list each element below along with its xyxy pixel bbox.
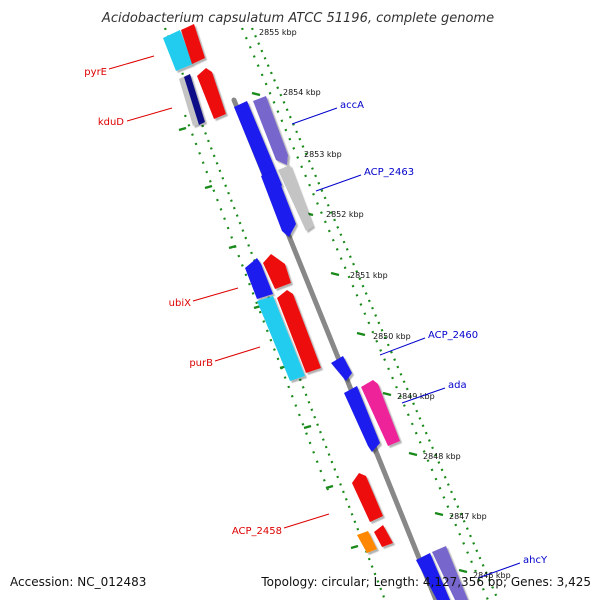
gene-arrow-gray xyxy=(278,165,313,231)
gene-label-ubiX: ubiX xyxy=(169,298,191,309)
tick-mark xyxy=(356,331,366,337)
gene-label-kduD: kduD xyxy=(98,117,124,128)
gene-arrow-red xyxy=(277,290,321,373)
tick-label: 2852 kbp xyxy=(326,210,364,219)
gene-arrow-blue xyxy=(344,386,380,452)
tick-mark xyxy=(408,451,418,457)
gene-label-purB: purB xyxy=(189,358,213,369)
tick-label: 2849 kbp xyxy=(397,392,435,401)
tick-mark xyxy=(330,271,340,277)
gene-arrow-red xyxy=(374,525,393,547)
gene-arrow-blue xyxy=(416,553,450,600)
gene-arrow-red xyxy=(181,24,205,64)
tick-label: 2851 kbp xyxy=(350,271,388,280)
tick-label: 2854 kbp xyxy=(283,88,321,97)
gene-arrow-blue xyxy=(245,258,273,299)
gene-arrow-magenta xyxy=(361,380,400,446)
label-leader-line xyxy=(291,107,338,125)
gene-label-accA: accA xyxy=(340,100,364,111)
tick-mark xyxy=(434,511,444,517)
tick-label: 2853 kbp xyxy=(304,150,342,159)
tick-mark xyxy=(303,424,312,430)
reverse-gene-labels: pyrE kduD ubiX purB ACP_2458 xyxy=(84,55,330,537)
accession-text: Accession: NC_012483 xyxy=(10,575,146,589)
gene-label-ada: ada xyxy=(448,380,467,391)
label-leader-line xyxy=(192,287,239,302)
tick-label: 2855 kbp xyxy=(259,28,297,37)
inner-left-track xyxy=(183,114,330,491)
gene-arrow-purple xyxy=(253,96,288,165)
genome-summary-text: Topology: circular; Length: 4,127,356 bp… xyxy=(260,575,591,589)
tick-mark xyxy=(350,544,359,550)
reverse-strand-genes xyxy=(163,24,393,553)
gene-arrow-blue xyxy=(331,356,352,381)
tick-label: 2848 kbp xyxy=(423,452,461,461)
tick-mark xyxy=(178,126,187,132)
gene-arrow-blue xyxy=(234,101,282,193)
label-leader-line xyxy=(108,55,155,70)
gene-label-ACP_2463: ACP_2463 xyxy=(364,167,414,178)
label-leader-line xyxy=(214,346,261,362)
tick-marks xyxy=(178,91,468,574)
label-leader-line xyxy=(477,562,521,579)
gene-arrow-red xyxy=(263,254,291,289)
gene-label-ACP_2460: ACP_2460 xyxy=(428,330,478,341)
label-leader-line xyxy=(401,387,446,404)
gene-arrow-navy xyxy=(184,74,205,125)
dotted-tracks xyxy=(163,27,500,600)
gene-arrow-cyan xyxy=(257,296,305,381)
tick-label: 2850 kbp xyxy=(373,332,411,341)
label-leader-line xyxy=(126,107,173,122)
gene-arrow-red xyxy=(197,68,226,119)
gene-arrow-cyan xyxy=(163,30,193,71)
forward-strand-genes xyxy=(234,96,468,600)
tick-mark xyxy=(458,568,468,574)
tick-labels: 2855 kbp 2854 kbp 2853 kbp 2852 kbp 2851… xyxy=(259,28,511,580)
tick-mark xyxy=(251,91,261,97)
gene-arrow-purple xyxy=(432,546,468,600)
map-title: Acidobacterium capsulatum ATCC 51196, co… xyxy=(101,11,494,26)
forward-gene-labels: accA ACP_2463 ACP_2460 ada ahcY xyxy=(291,100,548,579)
tick-label: 2847 kbp xyxy=(449,512,487,521)
gene-arrow-red xyxy=(352,473,383,522)
gene-label-ACP_2458: ACP_2458 xyxy=(232,526,282,537)
gene-label-pyrE: pyrE xyxy=(84,67,107,78)
label-leader-line xyxy=(283,513,330,529)
gene-arrow-blue xyxy=(261,170,296,237)
inner-right-track xyxy=(240,27,490,600)
label-leader-line xyxy=(379,337,426,356)
tick-label: 2846 kbp xyxy=(473,571,511,580)
gene-label-ahcY: ahcY xyxy=(523,555,548,566)
gene-arrow-orange xyxy=(357,531,377,553)
label-leader-line xyxy=(315,174,362,192)
tick-mark xyxy=(228,244,237,250)
tick-mark xyxy=(382,391,392,397)
tick-mark xyxy=(325,484,334,490)
tick-mark xyxy=(204,184,213,190)
